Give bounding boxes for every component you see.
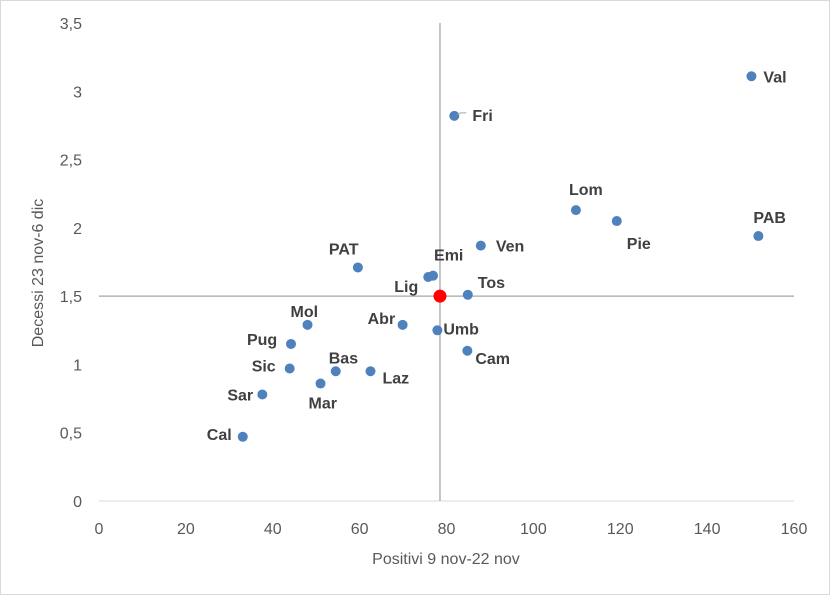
data-point <box>475 240 486 251</box>
data-point <box>315 378 326 389</box>
point-labels-layer: Val Fri Lom Pie PAB Ven PAT Emi Lig Tos Abr Mol Umb P… <box>207 69 787 444</box>
data-point <box>365 366 376 377</box>
point-label: Lom <box>569 182 603 199</box>
y-tick-label: 0 <box>73 494 82 511</box>
point-label: Umb <box>443 321 479 338</box>
axes-layer: 0 20 40 60 80 100 120 140 160 0 0,5 1 1,5 2 2,5 3 3,5 <box>60 16 808 538</box>
point-label: PAT <box>329 241 359 258</box>
data-point <box>284 363 295 374</box>
point-label: Pug <box>247 332 277 349</box>
point-label: Mar <box>309 396 337 413</box>
x-tick-label: 0 <box>95 521 104 538</box>
data-point <box>330 366 341 377</box>
x-tick-label: 80 <box>438 521 456 538</box>
point-label: Bas <box>329 350 358 367</box>
point-label: Laz <box>382 370 409 387</box>
x-tick-label: 100 <box>520 521 547 538</box>
data-point <box>257 389 268 400</box>
x-tick-label: 20 <box>177 521 195 538</box>
data-point <box>302 319 313 330</box>
data-point <box>352 262 363 273</box>
data-point <box>753 231 764 242</box>
data-point <box>397 319 408 330</box>
data-point <box>570 205 581 216</box>
data-point <box>237 431 248 442</box>
x-axis-title: Positivi 9 nov-22 nov <box>372 551 520 568</box>
data-point <box>611 216 622 227</box>
y-tick-label: 2 <box>73 221 82 238</box>
highlight-point <box>433 289 447 303</box>
point-label: Pie <box>627 236 651 253</box>
point-label: Sar <box>227 387 253 404</box>
data-point <box>746 71 757 82</box>
point-label: Abr <box>368 311 396 328</box>
point-label: Ven <box>496 239 524 256</box>
x-tick-label: 140 <box>694 521 721 538</box>
points-layer <box>237 71 764 442</box>
point-label: Fri <box>472 108 492 125</box>
y-tick-label: 3 <box>73 84 82 101</box>
point-label: Val <box>763 69 786 86</box>
point-label: Cal <box>207 427 232 444</box>
data-point <box>449 110 460 121</box>
y-tick-label: 3,5 <box>60 16 82 33</box>
data-point <box>423 272 434 283</box>
y-tick-label: 0,5 <box>60 426 82 443</box>
x-tick-label: 40 <box>264 521 282 538</box>
point-label: Mol <box>291 304 319 321</box>
data-point <box>432 325 443 336</box>
y-tick-label: 2,5 <box>60 153 82 170</box>
point-label: PAB <box>753 210 786 227</box>
point-label: Sic <box>252 359 276 376</box>
data-point <box>285 338 296 349</box>
y-axis-title: Decessi 23 nov-6 dic <box>30 199 47 348</box>
data-point <box>462 345 473 356</box>
leader-line <box>457 112 467 116</box>
reference-lines <box>99 23 794 501</box>
point-label: Tos <box>478 275 505 292</box>
y-tick-label: 1,5 <box>60 289 82 306</box>
point-label: Emi <box>434 248 463 265</box>
point-label: Cam <box>475 351 510 368</box>
point-label: Lig <box>394 279 418 296</box>
x-tick-label: 120 <box>607 521 634 538</box>
x-tick-label: 60 <box>351 521 369 538</box>
x-tick-label: 160 <box>781 521 808 538</box>
y-tick-label: 1 <box>73 357 82 374</box>
data-point <box>462 289 473 300</box>
